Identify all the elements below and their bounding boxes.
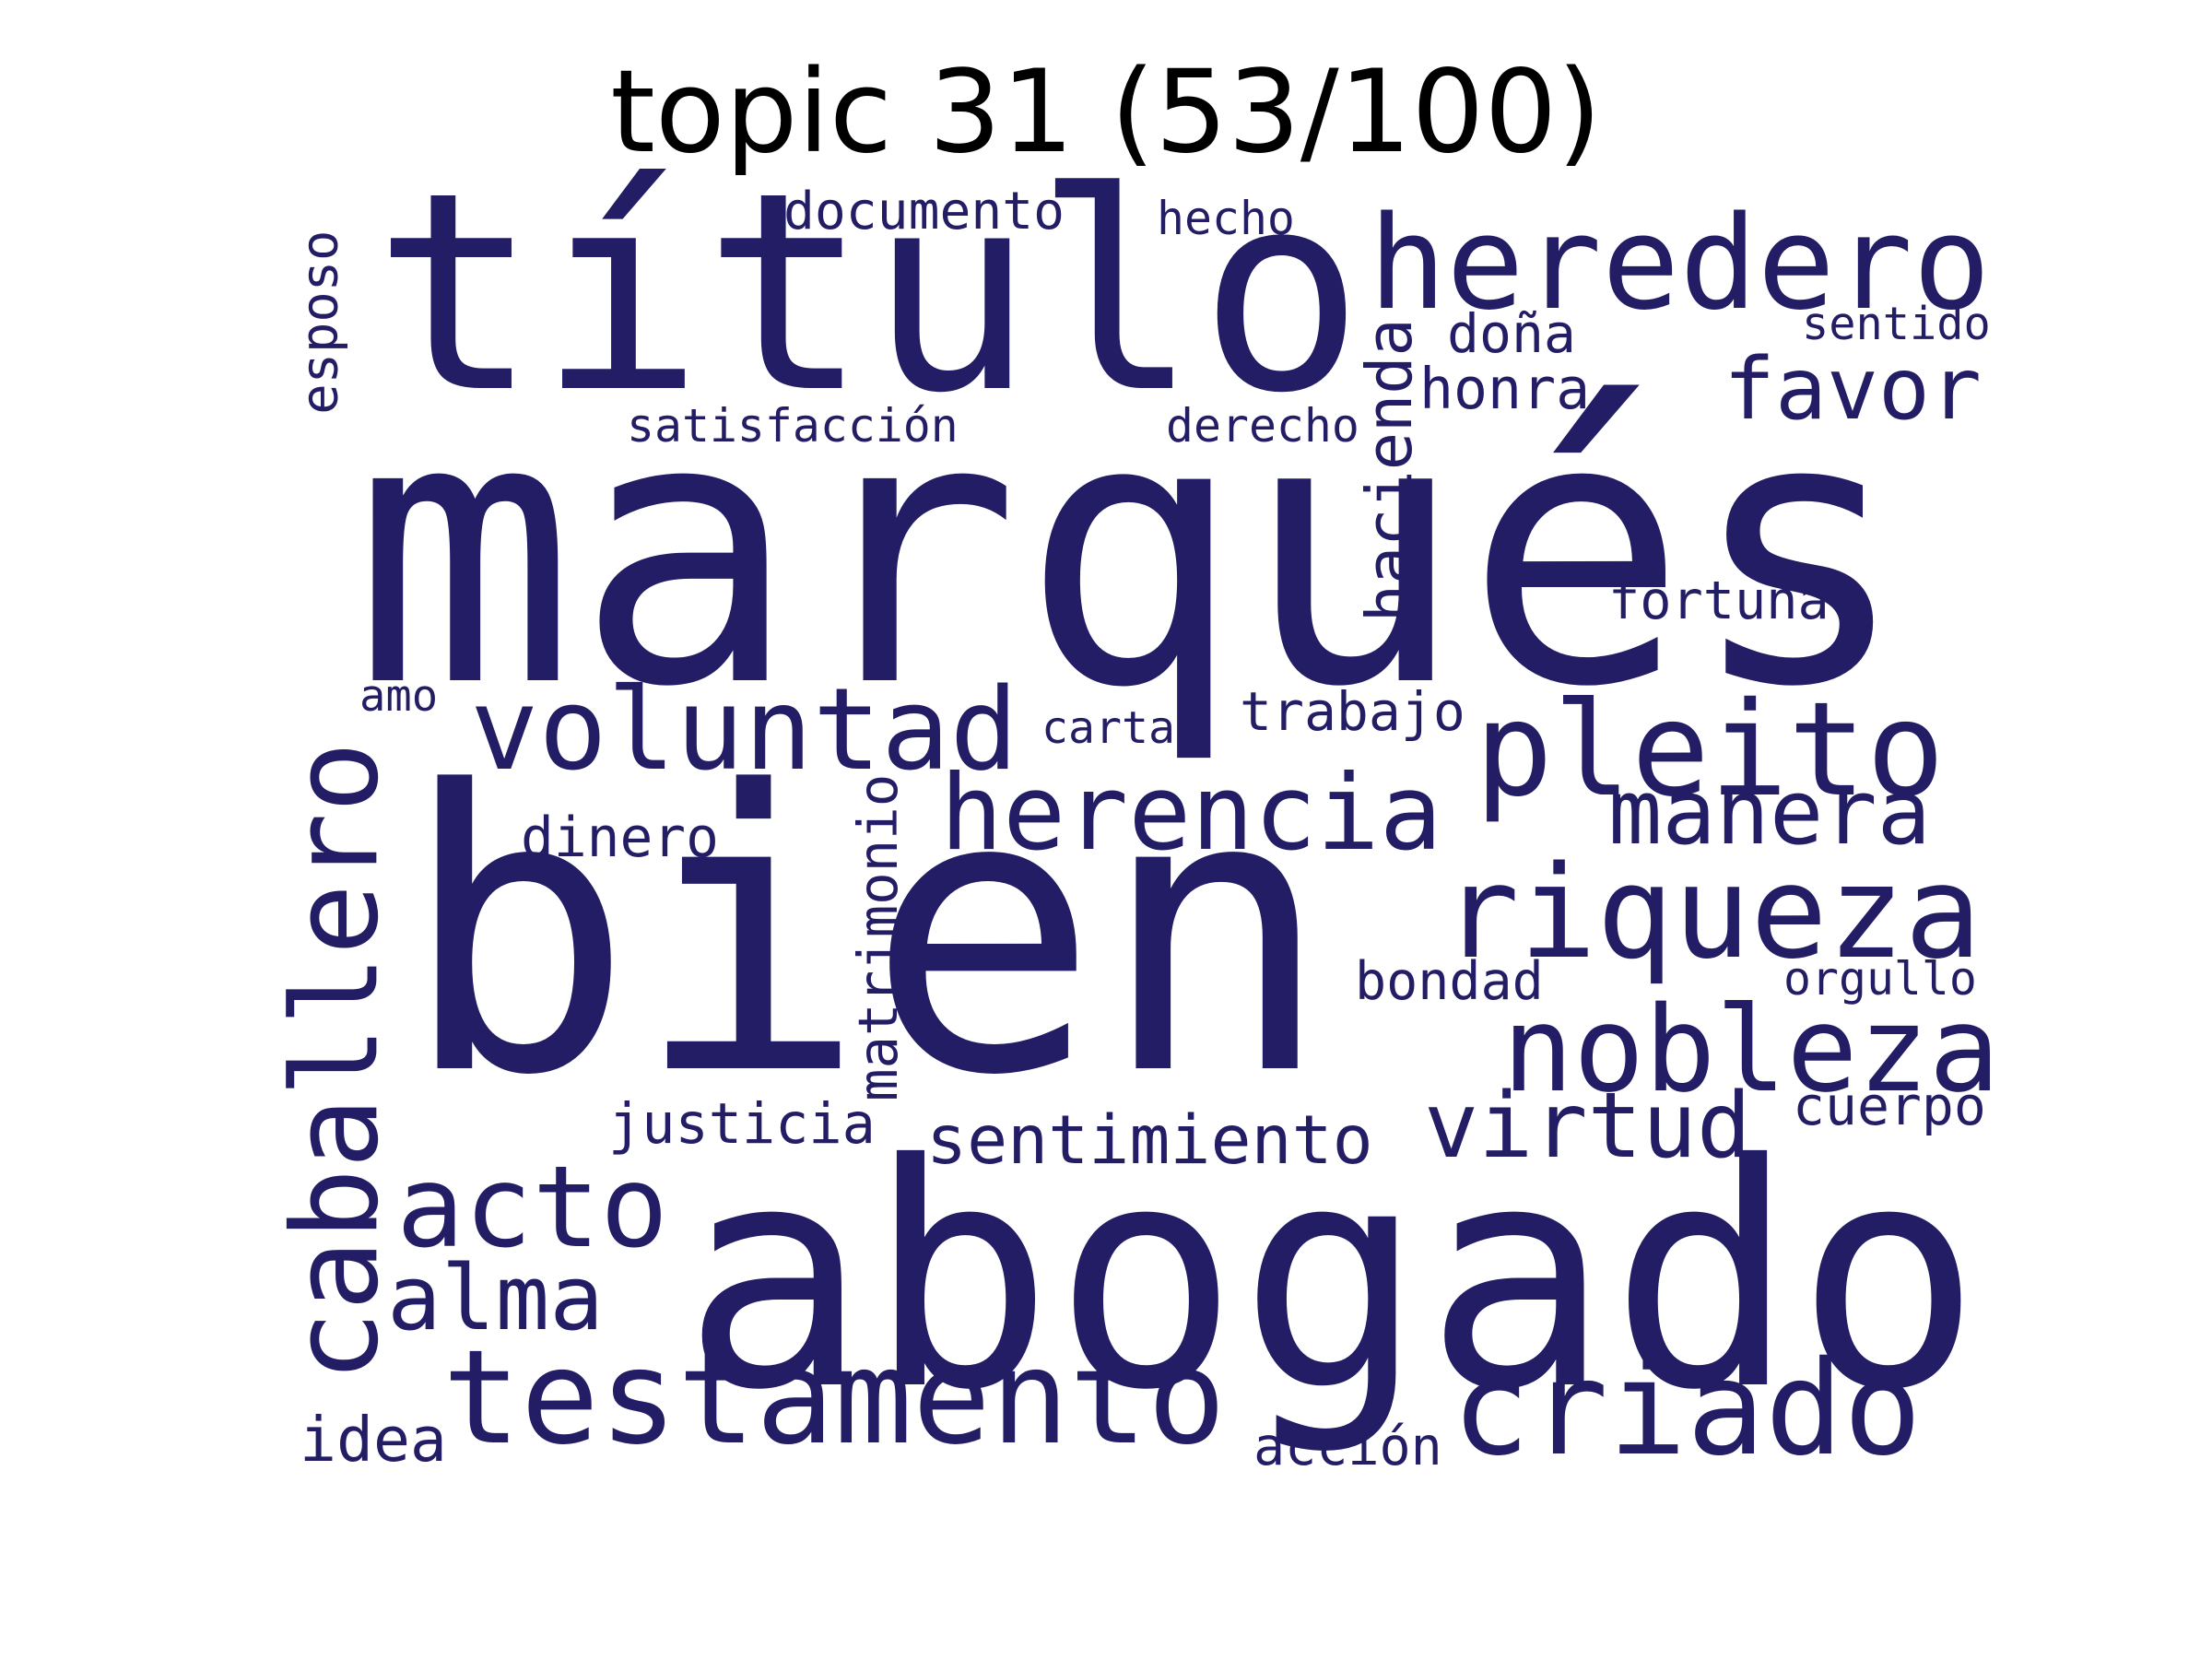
word-abogado: abogado (682, 1099, 1982, 1458)
word-fortuna: fortuna (1608, 571, 1830, 631)
word-carta: carta (1041, 701, 1176, 754)
word-cuerpo: cuerpo (1793, 1074, 1986, 1137)
word-bien: bien (401, 710, 1333, 1160)
word-orgullo: orgullo (1783, 951, 1977, 1006)
word-justicia: justicia (608, 1091, 876, 1157)
word-dinero: dinero (521, 806, 719, 871)
word-herencia: herencia (940, 751, 1442, 874)
word-acto: acto (396, 1140, 669, 1273)
word-sentimiento: sentimiento (926, 1100, 1373, 1180)
word-sentido: sentido (1802, 299, 1991, 351)
word-hacienda: hacienda (1352, 318, 1427, 622)
word-titulo: título (373, 135, 1365, 454)
word-derecho: derecho (1166, 398, 1359, 453)
word-testamento: testamento (442, 1322, 1227, 1474)
cloud-title: topic 31 (53/100) (610, 46, 1602, 179)
word-amo: amo (359, 670, 439, 722)
word-alma: alma (387, 1246, 605, 1352)
word-riqueza: riqueza (1442, 837, 1982, 987)
word-satisfaccion: satisfacción (627, 398, 959, 453)
word-hecho: hecho (1157, 191, 1295, 245)
word-virtud: virtud (1424, 1074, 1752, 1180)
word-nobleza: nobleza (1502, 981, 2000, 1119)
word-trabajo: trabajo (1240, 680, 1465, 744)
word-idea: idea (300, 1404, 447, 1477)
word-accion: acción (1253, 1416, 1442, 1477)
word-pleito: pleito (1475, 675, 1946, 827)
word-marques: marqués (353, 336, 1910, 768)
word-manera: manera (1608, 760, 1931, 865)
word-documento: documento (783, 181, 1065, 241)
word-honra: honra (1419, 355, 1591, 422)
word-caballero: caballero (267, 741, 406, 1383)
word-matrimonio: matrimonio (846, 773, 910, 1101)
word-voluntad: voluntad (470, 663, 1018, 796)
word-favor: favor (1724, 339, 1982, 439)
word-esposo: esposo (289, 229, 349, 415)
word-criado: criado (1452, 1334, 1923, 1486)
word-dona: doña (1447, 302, 1576, 366)
word-bondad: bondad (1355, 950, 1544, 1012)
word-heredero: heredero (1369, 189, 1991, 340)
